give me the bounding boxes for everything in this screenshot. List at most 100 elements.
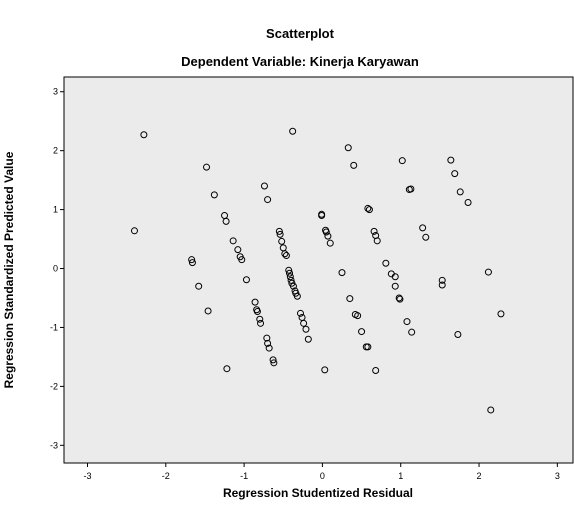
data-point — [289, 127, 297, 135]
data-point — [140, 131, 148, 139]
data-point — [287, 276, 295, 284]
data-point — [300, 319, 308, 327]
y-tick-label: 0 — [53, 264, 58, 274]
data-point — [293, 292, 301, 300]
data-point — [251, 298, 259, 306]
data-point — [344, 144, 352, 152]
data-point — [257, 319, 265, 327]
data-point — [391, 273, 399, 281]
x-tick-label: 0 — [320, 471, 325, 481]
data-point — [382, 259, 390, 267]
data-point — [203, 163, 211, 171]
data-point — [195, 282, 203, 290]
y-tick-label: 1 — [53, 205, 58, 215]
data-point — [497, 310, 505, 318]
x-tick-label: -2 — [162, 471, 170, 481]
data-point — [451, 170, 459, 178]
data-point — [318, 211, 326, 219]
data-point — [302, 325, 310, 333]
data-point — [286, 273, 294, 281]
data-point — [403, 318, 411, 326]
data-point — [264, 196, 272, 204]
data-point — [242, 276, 250, 284]
data-point — [265, 344, 273, 352]
data-point — [188, 256, 196, 264]
data-point — [223, 365, 231, 373]
data-point — [408, 328, 416, 336]
x-axis: -3 -2 -1 0 1 2 3 — [83, 463, 560, 481]
data-point — [289, 282, 297, 290]
y-tick-label: 2 — [53, 146, 58, 156]
data-point — [229, 237, 237, 245]
data-point — [253, 308, 261, 316]
data-point — [260, 182, 268, 190]
data-point — [407, 185, 415, 193]
y-tick-label: -1 — [50, 322, 58, 332]
data-point — [222, 217, 230, 225]
data-point — [350, 161, 358, 169]
data-point — [210, 191, 218, 199]
data-point — [419, 224, 427, 232]
data-point — [188, 259, 196, 267]
chart-title: Scatterplot — [266, 26, 335, 41]
data-point — [282, 252, 290, 260]
data-point — [286, 269, 294, 277]
x-tick-label: -3 — [83, 471, 91, 481]
y-axis-title: Regression Standardized Predicted Value — [2, 151, 16, 388]
data-point — [454, 331, 462, 339]
data-point — [438, 276, 446, 284]
data-point — [238, 256, 246, 264]
data-point — [438, 281, 446, 289]
data-point — [346, 295, 354, 303]
data-point — [396, 295, 404, 303]
data-point — [275, 227, 283, 235]
data-point — [324, 232, 332, 240]
data-point — [370, 227, 378, 235]
x-tick-label: 3 — [555, 471, 560, 481]
data-point — [464, 199, 472, 207]
data-point — [234, 246, 242, 254]
y-axis: -3 -2 -1 0 1 2 3 — [50, 87, 64, 450]
data-point — [398, 157, 406, 165]
plot-area — [63, 76, 574, 464]
data-point — [326, 239, 334, 247]
data-point — [364, 204, 372, 212]
data-point — [256, 315, 264, 323]
data-point — [281, 250, 289, 258]
data-point — [372, 366, 380, 374]
data-point — [276, 230, 284, 238]
data-point — [391, 282, 399, 290]
data-point — [263, 334, 271, 342]
data-point — [447, 156, 455, 164]
data-point — [285, 266, 293, 274]
data-point — [456, 188, 464, 196]
data-point — [322, 228, 330, 236]
data-point — [365, 206, 373, 214]
x-axis-title: Regression Studentized Residual — [223, 486, 413, 500]
data-point — [204, 307, 212, 315]
y-tick-label: -2 — [50, 381, 58, 391]
x-tick-label: 2 — [477, 471, 482, 481]
data-point — [270, 359, 278, 367]
data-point — [364, 343, 372, 351]
data-point — [338, 269, 346, 277]
y-tick-label: -3 — [50, 440, 58, 450]
data-point — [373, 237, 381, 245]
x-tick-label: 1 — [398, 471, 403, 481]
data-point — [130, 227, 138, 235]
data-point — [395, 294, 403, 302]
data-point — [422, 233, 430, 241]
data-point — [484, 268, 492, 276]
data-point — [354, 312, 362, 320]
data-point — [304, 335, 312, 343]
x-tick-label: -1 — [240, 471, 248, 481]
data-point — [264, 339, 272, 347]
data-points — [130, 127, 505, 414]
data-point — [296, 309, 304, 317]
data-point — [358, 328, 366, 336]
data-point — [269, 356, 277, 364]
y-tick-label: 3 — [53, 87, 58, 97]
data-point — [278, 237, 286, 245]
data-point — [487, 406, 495, 414]
